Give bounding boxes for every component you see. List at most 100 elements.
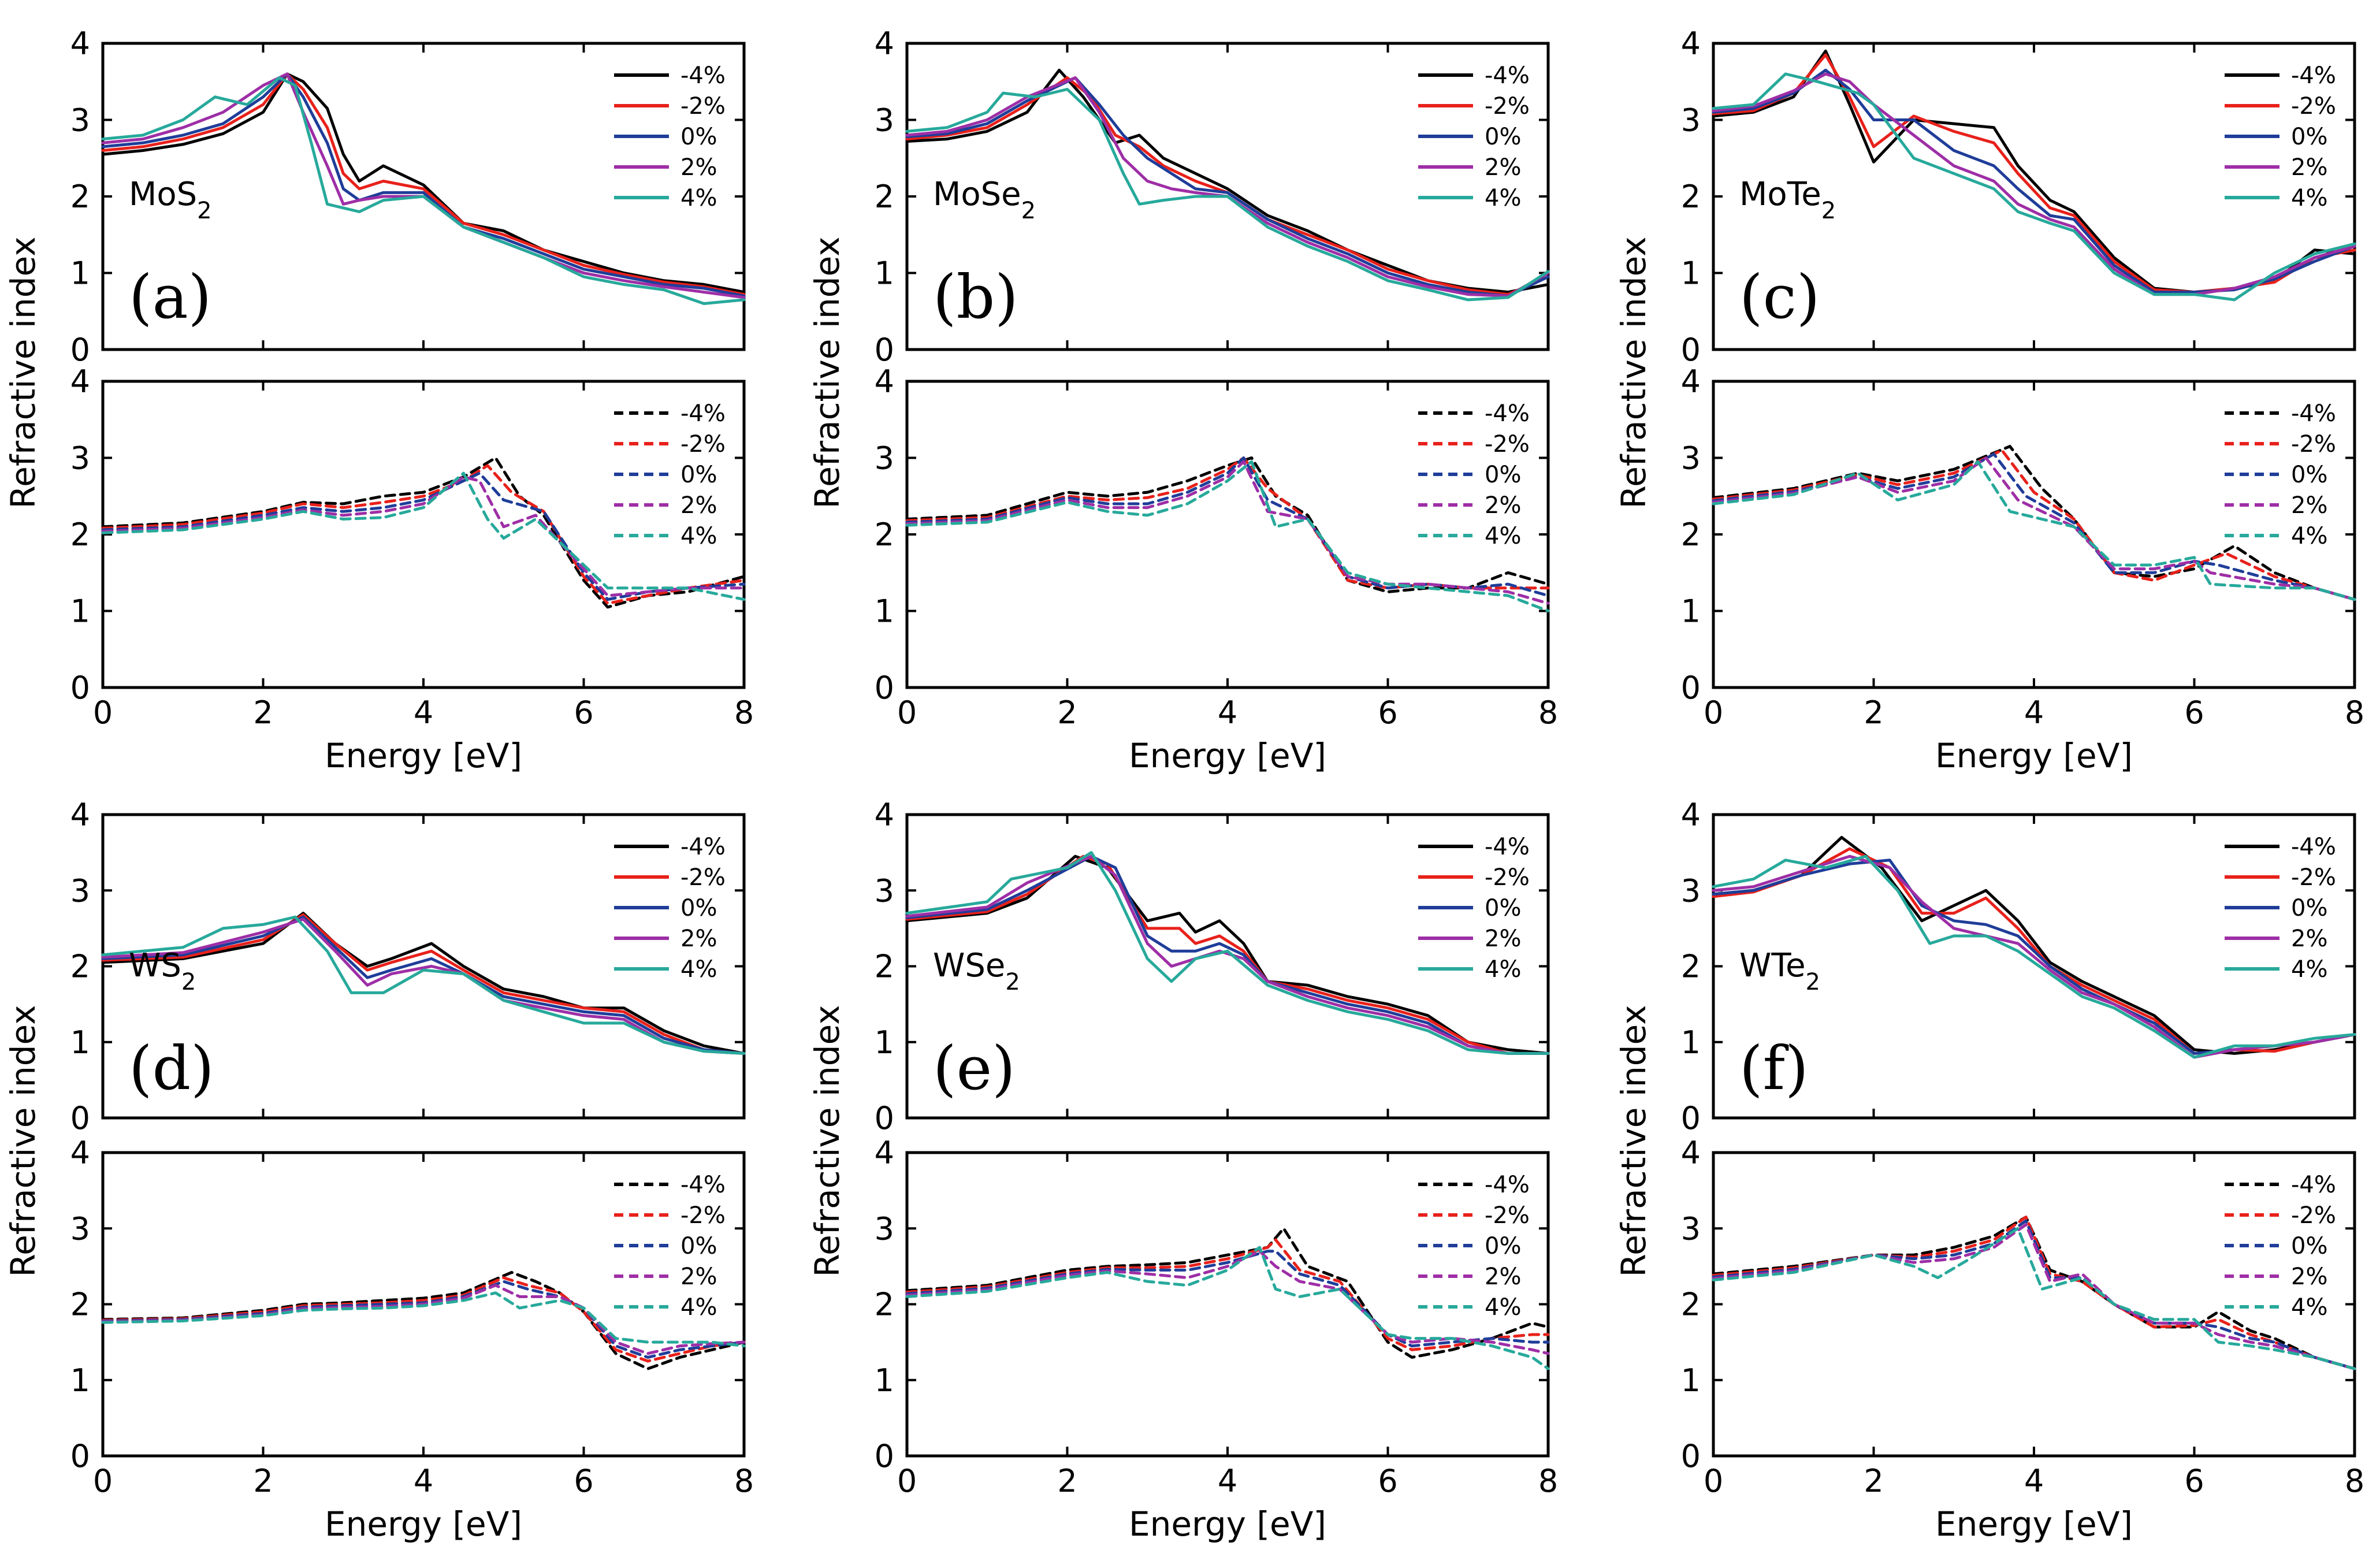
legend-label: -2% bbox=[680, 864, 726, 891]
series-line--2pct bbox=[1712, 53, 2356, 294]
y-tick-label: 3 bbox=[70, 1210, 90, 1247]
series-line-4pct bbox=[905, 88, 1550, 302]
x-tick-label: 0 bbox=[93, 694, 113, 731]
legend-label: -4% bbox=[680, 400, 726, 427]
y-tick-label: 4 bbox=[70, 363, 90, 400]
y-tick-label: 3 bbox=[875, 102, 894, 139]
material-label: MoTe2 bbox=[1739, 176, 1836, 224]
series-line-0pct bbox=[101, 1280, 746, 1359]
y-tick-label: 4 bbox=[875, 25, 894, 62]
panel-e-out-of-plane: 0 2 4 6 8 0 1 2 3 4 -4% -2% 0% 2% 4% Energy [eV] bbox=[875, 1135, 1559, 1544]
y-axis-title: Refractive index bbox=[3, 236, 43, 508]
x-tick-label: 0 bbox=[1704, 694, 1723, 731]
material-subscript: 2 bbox=[197, 198, 211, 224]
panel-letter: (e) bbox=[933, 1033, 1016, 1103]
legend-label: 2% bbox=[2291, 1264, 2327, 1290]
series-line--4pct bbox=[905, 1227, 1550, 1359]
panel-c-in-plane: 0 1 2 3 4 -4% -2% 0% 2% 4% MoTe2 (c) Refractive inde… bbox=[1614, 25, 2356, 509]
legend-label: 4% bbox=[2291, 1294, 2327, 1321]
y-tick-label: 3 bbox=[1681, 872, 1701, 909]
series-line-4pct bbox=[905, 460, 1550, 612]
x-axis-title: Energy [eV] bbox=[1129, 1504, 1326, 1544]
legend-label: -4% bbox=[680, 834, 726, 860]
x-tick-label: 2 bbox=[253, 694, 273, 731]
y-tick-label: 0 bbox=[70, 1100, 90, 1136]
material-subscript: 2 bbox=[1005, 969, 1020, 995]
series-line-4pct bbox=[1712, 854, 2356, 1059]
x-tick-label: 8 bbox=[2345, 1463, 2364, 1499]
legend-label: -2% bbox=[680, 1202, 726, 1229]
legend-label: 2% bbox=[680, 492, 717, 519]
legend-label: 2% bbox=[680, 154, 717, 181]
x-tick-label: 6 bbox=[574, 1463, 593, 1499]
x-tick-label: 2 bbox=[1057, 694, 1077, 731]
series-line--4pct bbox=[905, 854, 1550, 1055]
legend-label: 4% bbox=[680, 1294, 717, 1321]
legend-label: 2% bbox=[2291, 492, 2327, 519]
series-line-0pct bbox=[905, 1250, 1550, 1348]
series-line-0pct bbox=[1712, 1219, 2356, 1370]
x-tick-label: 2 bbox=[253, 1463, 273, 1499]
y-tick-label: 2 bbox=[875, 179, 894, 215]
y-axis-title: Refractive index bbox=[1614, 1005, 1653, 1277]
x-tick-label: 4 bbox=[414, 694, 433, 731]
y-tick-label: 4 bbox=[1681, 1135, 1701, 1171]
series-line--4pct bbox=[101, 1270, 746, 1370]
panel-e-in-plane: 0 1 2 3 4 -4% -2% 0% 2% 4% WSe2 (e) Refractive index bbox=[808, 797, 1550, 1277]
legend-label: -2% bbox=[1485, 431, 1530, 458]
legend-label: 4% bbox=[2291, 956, 2327, 983]
y-tick-label: 4 bbox=[875, 363, 894, 400]
legend-label: 4% bbox=[1485, 523, 1521, 549]
series-line--2pct bbox=[101, 464, 746, 605]
x-tick-label: 8 bbox=[734, 694, 754, 731]
series-line-2pct bbox=[905, 460, 1550, 605]
y-tick-label: 1 bbox=[875, 1024, 894, 1061]
x-axis-title: Energy [eV] bbox=[1935, 736, 2133, 775]
series-line-2pct bbox=[1712, 456, 2356, 601]
panel-f-in-plane: 0 1 2 3 4 -4% -2% 0% 2% 4% WTe2 (f) Refractive index bbox=[1614, 797, 2356, 1277]
plot-frame bbox=[905, 1151, 1550, 1458]
legend-label: 0% bbox=[680, 1233, 717, 1259]
y-axis-title: Refractive index bbox=[1614, 236, 1653, 508]
legend-label: 4% bbox=[1485, 956, 1521, 983]
y-tick-label: 3 bbox=[875, 1210, 894, 1247]
panel-letter: (c) bbox=[1739, 262, 1820, 332]
y-tick-label: 0 bbox=[1681, 1100, 1701, 1136]
legend-label: -2% bbox=[2291, 431, 2336, 458]
y-tick-label: 0 bbox=[1681, 670, 1701, 706]
series-line--4pct bbox=[1712, 835, 2356, 1055]
series-line-0pct bbox=[1712, 68, 2356, 294]
series-line--4pct bbox=[101, 72, 746, 294]
x-axis-title: Energy [eV] bbox=[1935, 1504, 2133, 1544]
x-tick-label: 2 bbox=[1864, 694, 1883, 731]
y-tick-label: 4 bbox=[1681, 797, 1701, 833]
y-tick-label: 2 bbox=[875, 516, 894, 553]
panel-letter: (d) bbox=[129, 1033, 214, 1103]
y-tick-label: 2 bbox=[1681, 1287, 1701, 1323]
legend-label: -2% bbox=[2291, 1202, 2336, 1229]
y-tick-label: 1 bbox=[1681, 1024, 1701, 1061]
y-tick-label: 3 bbox=[875, 872, 894, 909]
series-line-0pct bbox=[101, 72, 746, 298]
x-axis-title: Energy [eV] bbox=[325, 736, 522, 775]
y-tick-label: 1 bbox=[875, 1362, 894, 1399]
legend-label: 2% bbox=[1485, 154, 1521, 181]
x-tick-label: 6 bbox=[1378, 694, 1397, 731]
y-tick-label: 1 bbox=[70, 255, 90, 292]
x-tick-label: 4 bbox=[414, 1463, 433, 1499]
legend-label: 0% bbox=[2291, 462, 2327, 488]
series-line-0pct bbox=[1712, 452, 2356, 601]
legend-label: -4% bbox=[1485, 400, 1530, 427]
material-label: MoS2 bbox=[129, 176, 212, 224]
legend-label: 2% bbox=[2291, 926, 2327, 952]
legend-label: -2% bbox=[680, 431, 726, 458]
panel-letter: (a) bbox=[129, 262, 211, 332]
y-tick-label: 2 bbox=[70, 179, 90, 215]
series-line--2pct bbox=[101, 72, 746, 296]
y-tick-label: 2 bbox=[1681, 949, 1701, 985]
y-tick-label: 1 bbox=[1681, 1362, 1701, 1399]
y-tick-label: 0 bbox=[1681, 332, 1701, 368]
legend-label: 4% bbox=[680, 523, 717, 549]
